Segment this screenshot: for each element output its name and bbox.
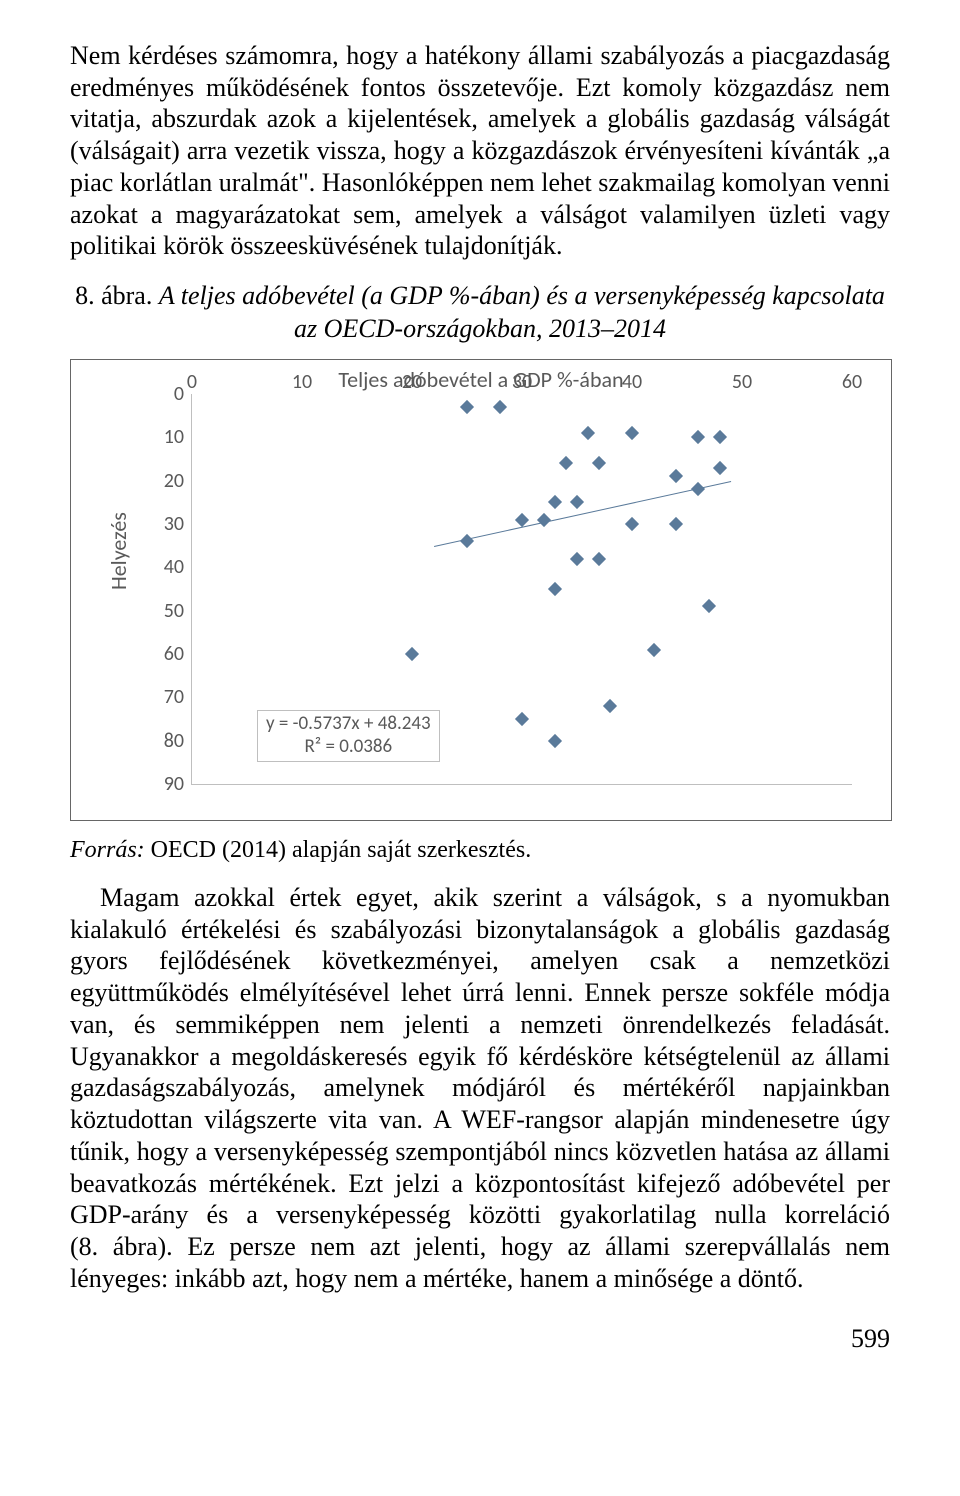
- scatter-point: [592, 456, 606, 470]
- scatter-point: [559, 456, 573, 470]
- scatter-point: [691, 430, 705, 444]
- chart-y-label: Helyezés: [105, 512, 132, 590]
- x-tick-label: 50: [732, 370, 752, 394]
- scatter-point: [625, 426, 639, 440]
- scatter-point: [713, 461, 727, 475]
- scatter-point: [548, 582, 562, 596]
- r2-text: R² = 0.0386: [266, 736, 431, 759]
- figure-label: 8. ábra.: [75, 281, 152, 310]
- y-tick-label: 10: [154, 425, 184, 449]
- scatter-point: [493, 400, 507, 414]
- scatter-point: [405, 647, 419, 661]
- equation-text: y = -0.5737x + 48.243: [266, 713, 431, 736]
- scatter-point: [702, 599, 716, 613]
- x-tick-label: 30: [512, 370, 532, 394]
- x-tick-label: 40: [622, 370, 642, 394]
- x-tick-label: 0: [187, 370, 197, 394]
- trend-line: [434, 481, 731, 547]
- figure-source: Forrás: OECD (2014) alapján saját szerke…: [70, 837, 890, 864]
- scatter-chart: Teljes adóbevétel a GDP %-ában Helyezés …: [70, 359, 892, 821]
- scatter-point: [669, 517, 683, 531]
- scatter-point: [669, 469, 683, 483]
- scatter-point: [548, 495, 562, 509]
- y-tick-label: 50: [154, 599, 184, 623]
- scatter-point: [647, 643, 661, 657]
- scatter-point: [570, 495, 584, 509]
- y-tick-label: 80: [154, 729, 184, 753]
- y-tick-label: 60: [154, 642, 184, 666]
- scatter-point: [625, 517, 639, 531]
- y-tick-label: 30: [154, 512, 184, 536]
- x-tick-label: 20: [402, 370, 422, 394]
- x-tick-label: 60: [842, 370, 862, 394]
- source-label: Forrás:: [70, 837, 145, 863]
- scatter-point: [570, 552, 584, 566]
- scatter-point: [515, 712, 529, 726]
- page-number: 599: [70, 1324, 890, 1354]
- scatter-point: [592, 552, 606, 566]
- x-tick-label: 10: [292, 370, 312, 394]
- page: Nem kérdéses számomra, hogy a hatékony á…: [0, 0, 960, 1394]
- scatter-point: [548, 734, 562, 748]
- source-text: OECD (2014) alapján saját szerkesztés.: [151, 837, 532, 863]
- regression-equation-box: y = -0.5737x + 48.243 R² = 0.0386: [257, 710, 440, 762]
- scatter-point: [713, 430, 727, 444]
- figure-caption: 8. ábra. A teljes adóbevétel (a GDP %-áb…: [70, 280, 890, 345]
- paragraph-1: Nem kérdéses számomra, hogy a hatékony á…: [70, 40, 890, 262]
- y-tick-label: 70: [154, 685, 184, 709]
- scatter-point: [581, 426, 595, 440]
- scatter-point: [460, 534, 474, 548]
- figure-title: A teljes adóbevétel (a GDP %-ában) és a …: [159, 281, 885, 343]
- y-tick-label: 40: [154, 555, 184, 579]
- scatter-point: [603, 699, 617, 713]
- scatter-point: [460, 400, 474, 414]
- y-tick-label: 0: [154, 382, 184, 406]
- y-tick-label: 90: [154, 772, 184, 796]
- y-tick-label: 20: [154, 469, 184, 493]
- paragraph-2: Magam azokkal értek egyet, akik szerint …: [70, 882, 890, 1294]
